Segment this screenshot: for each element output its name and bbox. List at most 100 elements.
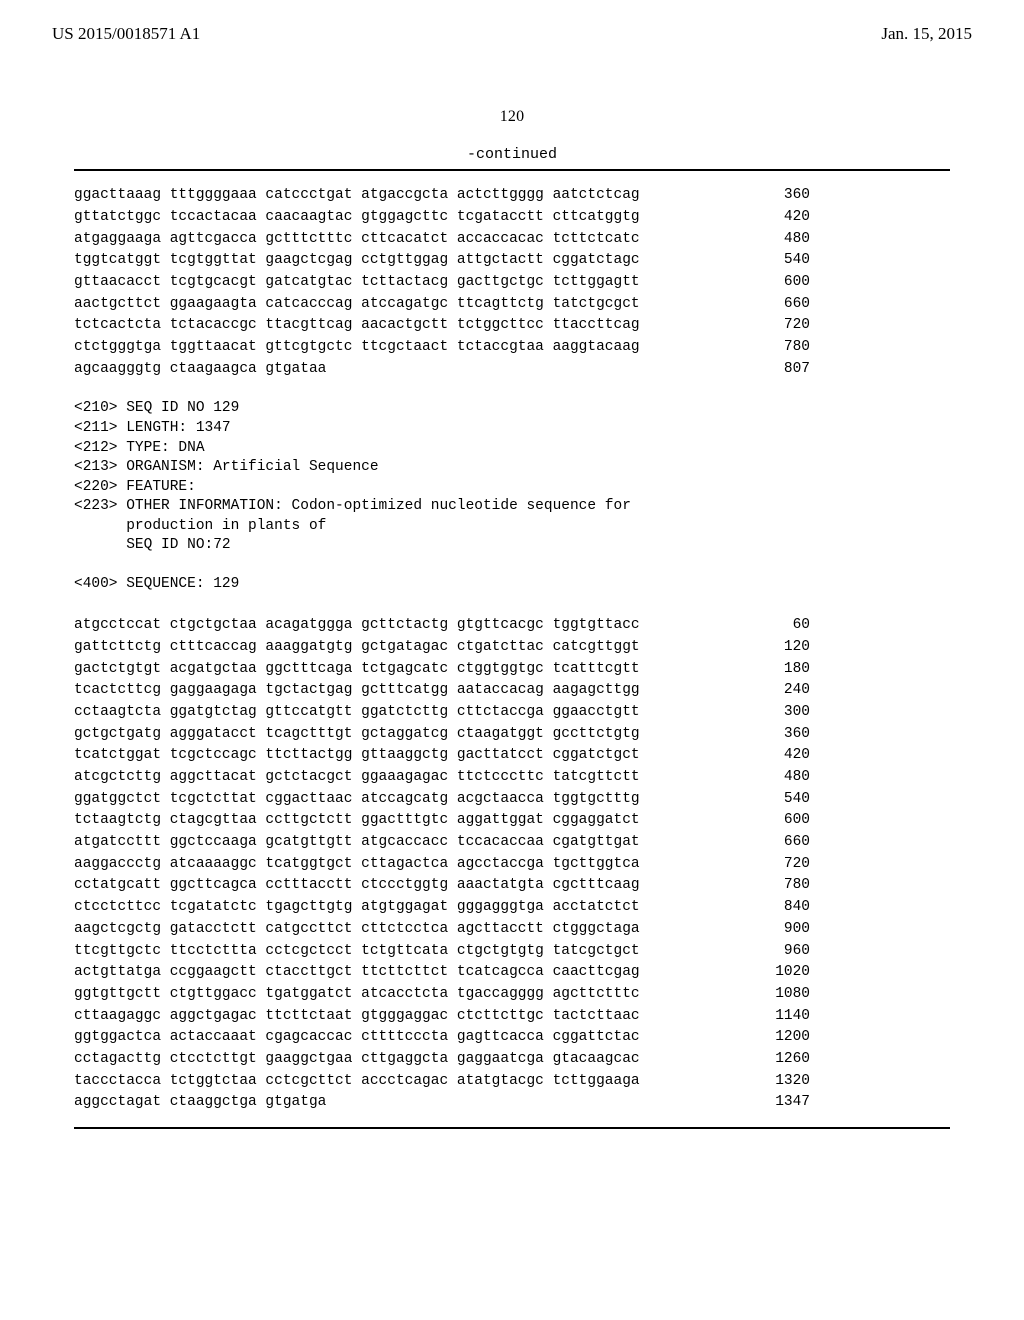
- publication-date: Jan. 15, 2015: [881, 24, 972, 44]
- sequence-position: 480: [640, 232, 950, 247]
- sequence-row: gactctgtgt acgatgctaa ggctttcaga tctgagc…: [74, 662, 950, 677]
- sequence-position: 420: [640, 210, 950, 225]
- sequence-row: taccctacca tctggtctaa cctcgcttct accctca…: [74, 1074, 950, 1089]
- sequence-row: cctaagtcta ggatgtctag gttccatgtt ggatctc…: [74, 705, 950, 720]
- sequence-position: 780: [640, 878, 950, 893]
- sequence-position: 1140: [640, 1009, 950, 1024]
- sequence-position: 120: [640, 640, 950, 655]
- sequence-row: actgttatga ccggaagctt ctaccttgct ttcttct…: [74, 965, 950, 980]
- sequence-groups: taccctacca tctggtctaa cctcgcttct accctca…: [74, 1074, 640, 1089]
- sequence-position: 480: [640, 770, 950, 785]
- bottom-rule: [74, 1127, 950, 1129]
- sequence-position: 960: [640, 944, 950, 959]
- sequence-position: 1080: [640, 987, 950, 1002]
- sequence-groups: ctctgggtga tggttaacat gttcgtgctc ttcgcta…: [74, 340, 640, 355]
- sequence-groups: atgatccttt ggctccaaga gcatgttgtt atgcacc…: [74, 835, 640, 850]
- sequence-groups: tcactcttcg gaggaagaga tgctactgag gctttca…: [74, 683, 640, 698]
- page-header: US 2015/0018571 A1 Jan. 15, 2015: [0, 0, 1024, 78]
- sequence-groups: aaggaccctg atcaaaaggc tcatggtgct cttagac…: [74, 857, 640, 872]
- sequence-groups: cctaagtcta ggatgtctag gttccatgtt ggatctc…: [74, 705, 640, 720]
- sequence-row: tggtcatggt tcgtggttat gaagctcgag cctgttg…: [74, 253, 950, 268]
- sequence-groups: ggtgttgctt ctgttggacc tgatggatct atcacct…: [74, 987, 640, 1002]
- sequence-row: cctagacttg ctcctcttgt gaaggctgaa cttgagg…: [74, 1052, 950, 1067]
- sequence-position: 600: [640, 813, 950, 828]
- sequence-row: tctcactcta tctacaccgc ttacgttcag aacactg…: [74, 318, 950, 333]
- sequence-position: 60: [640, 618, 950, 633]
- sequence-position: 300: [640, 705, 950, 720]
- sequence-groups: atgaggaaga agttcgacca gctttctttc cttcaca…: [74, 232, 640, 247]
- sequence-row: atgatccttt ggctccaaga gcatgttgtt atgcacc…: [74, 835, 950, 850]
- sequence-groups: tctcactcta tctacaccgc ttacgttcag aacactg…: [74, 318, 640, 333]
- sequence-row: aggcctagat ctaaggctga gtgatga 1347: [74, 1095, 950, 1110]
- publication-number: US 2015/0018571 A1: [52, 24, 200, 44]
- sequence-row: ctcctcttcc tcgatatctc tgagcttgtg atgtgga…: [74, 900, 950, 915]
- sequence-groups: gattcttctg ctttcaccag aaaggatgtg gctgata…: [74, 640, 640, 655]
- sequence-row: ctctgggtga tggttaacat gttcgtgctc ttcgcta…: [74, 340, 950, 355]
- sequence-groups: actgttatga ccggaagctt ctaccttgct ttcttct…: [74, 965, 640, 980]
- sequence-row: atgaggaaga agttcgacca gctttctttc cttcaca…: [74, 232, 950, 247]
- sequence-position: 180: [640, 662, 950, 677]
- sequence-position: 1020: [640, 965, 950, 980]
- sequence-row: tcactcttcg gaggaagaga tgctactgag gctttca…: [74, 683, 950, 698]
- sequence-row: gattcttctg ctttcaccag aaaggatgtg gctgata…: [74, 640, 950, 655]
- sequence-position: 1200: [640, 1030, 950, 1045]
- sequence-row: gctgctgatg agggatacct tcagctttgt gctagga…: [74, 727, 950, 742]
- sequence-position: 240: [640, 683, 950, 698]
- sequence-groups: gctgctgatg agggatacct tcagctttgt gctagga…: [74, 727, 640, 742]
- sequence-position: 807: [640, 362, 950, 377]
- sequence-row: ggtgttgctt ctgttggacc tgatggatct atcacct…: [74, 987, 950, 1002]
- sequence-position: 720: [640, 857, 950, 872]
- sequence-groups: gttaacacct tcgtgcacgt gatcatgtac tcttact…: [74, 275, 640, 290]
- sequence-groups: agcaagggtg ctaagaagca gtgataa: [74, 362, 640, 377]
- sequence-position: 900: [640, 922, 950, 937]
- sequence-row: cctatgcatt ggcttcagca cctttacctt ctccctg…: [74, 878, 950, 893]
- sequence-row: ggtggactca actaccaaat cgagcaccac cttttcc…: [74, 1030, 950, 1045]
- sequence-groups: atgcctccat ctgctgctaa acagatggga gcttcta…: [74, 618, 640, 633]
- sequence-metadata: <210> SEQ ID NO 129 <211> LENGTH: 1347 <…: [74, 393, 950, 601]
- sequence-position: 360: [640, 727, 950, 742]
- sequence-groups: ttcgttgctc ttcctcttta cctcgctcct tctgttc…: [74, 944, 640, 959]
- sequence-row: aactgcttct ggaagaagta catcacccag atccaga…: [74, 297, 950, 312]
- sequence-row: gttatctggc tccactacaa caacaagtac gtggagc…: [74, 210, 950, 225]
- sequence-position: 360: [640, 188, 950, 203]
- sequence-row: tcatctggat tcgctccagc ttcttactgg gttaagg…: [74, 748, 950, 763]
- sequence-groups: ggatggctct tcgctcttat cggacttaac atccagc…: [74, 792, 640, 807]
- sequence-groups: ggacttaaag tttggggaaa catccctgat atgaccg…: [74, 188, 640, 203]
- sequence-position: 1260: [640, 1052, 950, 1067]
- sequence-row: atgcctccat ctgctgctaa acagatggga gcttcta…: [74, 618, 950, 633]
- sequence-row: atcgctcttg aggcttacat gctctacgct ggaaaga…: [74, 770, 950, 785]
- sequence-row: gttaacacct tcgtgcacgt gatcatgtac tcttact…: [74, 275, 950, 290]
- sequence-position: 660: [640, 835, 950, 850]
- sequence-position: 540: [640, 792, 950, 807]
- sequence-groups: cttaagaggc aggctgagac ttcttctaat gtgggag…: [74, 1009, 640, 1024]
- sequence-listing: ggacttaaag tttggggaaa catccctgat atgaccg…: [0, 171, 1024, 1127]
- sequence-row: aagctcgctg gatacctctt catgccttct cttctcc…: [74, 922, 950, 937]
- sequence-row: ggacttaaag tttggggaaa catccctgat atgaccg…: [74, 188, 950, 203]
- sequence-position: 1320: [640, 1074, 950, 1089]
- sequence-position: 540: [640, 253, 950, 268]
- sequence-row: cttaagaggc aggctgagac ttcttctaat gtgggag…: [74, 1009, 950, 1024]
- sequence-groups: gttatctggc tccactacaa caacaagtac gtggagc…: [74, 210, 640, 225]
- sequence-row: tctaagtctg ctagcgttaa ccttgctctt ggacttt…: [74, 813, 950, 828]
- sequence-groups: aggcctagat ctaaggctga gtgatga: [74, 1095, 640, 1110]
- sequence-groups: tggtcatggt tcgtggttat gaagctcgag cctgttg…: [74, 253, 640, 268]
- sequence-groups: tcatctggat tcgctccagc ttcttactgg gttaagg…: [74, 748, 640, 763]
- sequence-groups: cctagacttg ctcctcttgt gaaggctgaa cttgagg…: [74, 1052, 640, 1067]
- page-number: 120: [0, 108, 1024, 126]
- sequence-groups: aagctcgctg gatacctctt catgccttct cttctcc…: [74, 922, 640, 937]
- sequence-position: 420: [640, 748, 950, 763]
- sequence-position: 780: [640, 340, 950, 355]
- sequence-groups: gactctgtgt acgatgctaa ggctttcaga tctgagc…: [74, 662, 640, 677]
- sequence-row: ggatggctct tcgctcttat cggacttaac atccagc…: [74, 792, 950, 807]
- sequence-position: 660: [640, 297, 950, 312]
- sequence-position: 840: [640, 900, 950, 915]
- sequence-row: agcaagggtg ctaagaagca gtgataa 807: [74, 362, 950, 377]
- sequence-position: 720: [640, 318, 950, 333]
- sequence-position: 1347: [640, 1095, 950, 1110]
- continued-label: -continued: [0, 146, 1024, 163]
- sequence-groups: tctaagtctg ctagcgttaa ccttgctctt ggacttt…: [74, 813, 640, 828]
- sequence-groups: cctatgcatt ggcttcagca cctttacctt ctccctg…: [74, 878, 640, 893]
- sequence-groups: atcgctcttg aggcttacat gctctacgct ggaaaga…: [74, 770, 640, 785]
- sequence-row: aaggaccctg atcaaaaggc tcatggtgct cttagac…: [74, 857, 950, 872]
- sequence-row: ttcgttgctc ttcctcttta cctcgctcct tctgttc…: [74, 944, 950, 959]
